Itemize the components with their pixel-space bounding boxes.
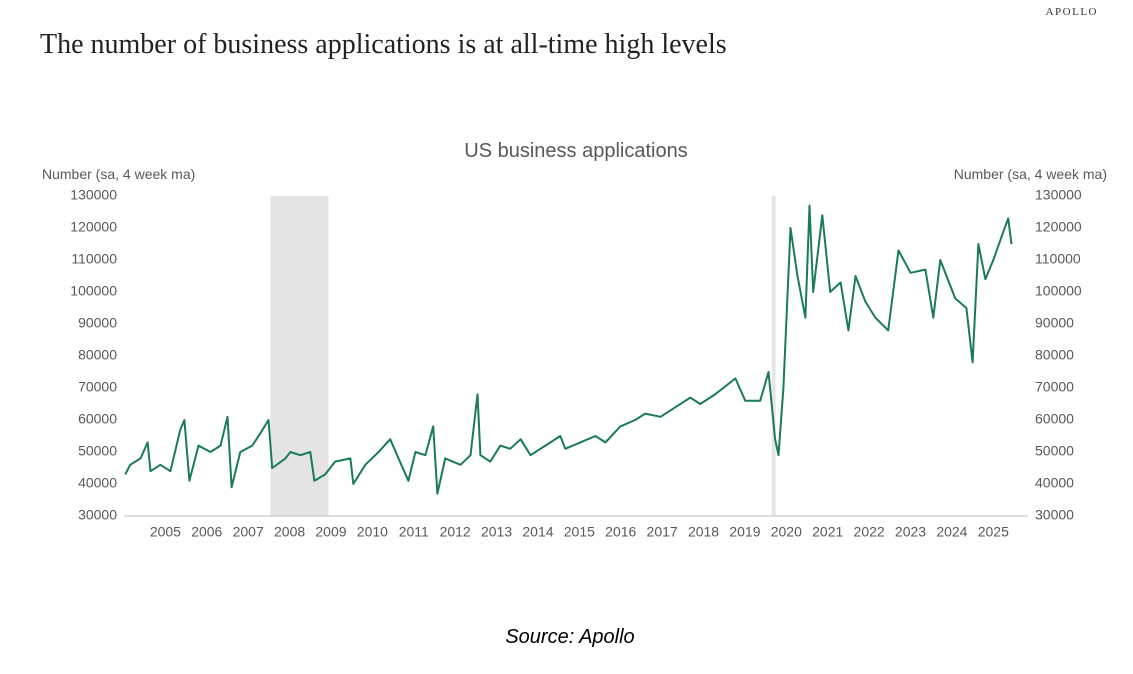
- y2-tick-label: 50000: [1035, 443, 1074, 459]
- y2-tick-label: 70000: [1035, 379, 1074, 395]
- x-tick-label: 2010: [357, 524, 388, 540]
- headline: The number of business applications is a…: [40, 29, 727, 60]
- x-tick-label: 2006: [191, 524, 222, 540]
- plot: 30000 40000 50000 60000 70000 80000 90000 10000…: [70, 187, 1082, 540]
- x-tick-label: 2018: [688, 524, 719, 540]
- y-tick-label: 60000: [78, 411, 117, 427]
- x-tick-label: 2005: [150, 524, 181, 540]
- x-tick-label: 2008: [274, 524, 305, 540]
- y-tick-label: 100000: [70, 283, 117, 299]
- y-tick-label: 30000: [78, 507, 117, 523]
- chart-title: US business applications: [464, 140, 687, 162]
- data-line: [124, 204, 1013, 495]
- y-tick-label: 50000: [78, 443, 117, 459]
- x-tick-label: 2012: [440, 524, 471, 540]
- x-tick-label: 2014: [522, 524, 553, 540]
- y2-tick-label: 40000: [1035, 475, 1074, 491]
- source: Source: Apollo: [505, 626, 634, 648]
- x-tick-label: 2011: [399, 524, 429, 540]
- y-tick-label: 40000: [78, 475, 117, 491]
- y2-axis-label: Number (sa, 4 week ma): [954, 166, 1107, 182]
- y-tick-label: 80000: [78, 347, 117, 363]
- x-tick-label: 2015: [564, 524, 595, 540]
- x-tick-label: 2007: [233, 524, 264, 540]
- y-tick-label: 90000: [78, 315, 117, 331]
- y2-tick-label: 110000: [1035, 251, 1081, 267]
- x-tick-label: 2016: [605, 524, 636, 540]
- x-tick-label: 2013: [481, 524, 512, 540]
- y-tick-label: 70000: [78, 379, 117, 395]
- x-tick-label: 2017: [647, 524, 678, 540]
- y2-tick-label: 30000: [1035, 507, 1074, 523]
- y2-tick-label: 60000: [1035, 411, 1074, 427]
- y-tick-label: 120000: [70, 219, 117, 235]
- y2-tick-label: 100000: [1035, 283, 1082, 299]
- x-tick-label: 2025: [978, 524, 1009, 540]
- y-tick-label: 110000: [71, 251, 117, 267]
- x-tick-label: 2024: [936, 524, 967, 540]
- brand: APOLLO: [1046, 6, 1098, 18]
- x-tick-label: 2023: [895, 524, 926, 540]
- x-tick-label: 2009: [315, 524, 346, 540]
- y2-tick-label: 80000: [1035, 347, 1074, 363]
- y-tick-label: 130000: [70, 187, 117, 203]
- y2-tick-label: 90000: [1035, 315, 1074, 331]
- y2-tick-label: 130000: [1035, 187, 1082, 203]
- x-tick-label: 2019: [729, 524, 760, 540]
- recession-band: [270, 196, 329, 516]
- y2-tick-label: 120000: [1035, 219, 1082, 235]
- x-tick-label: 2022: [854, 524, 885, 540]
- recession-band: [771, 196, 776, 516]
- x-tick-label: 2021: [812, 524, 843, 540]
- y-axis-label: Number (sa, 4 week ma): [42, 166, 195, 182]
- x-tick-label: 2020: [771, 524, 802, 540]
